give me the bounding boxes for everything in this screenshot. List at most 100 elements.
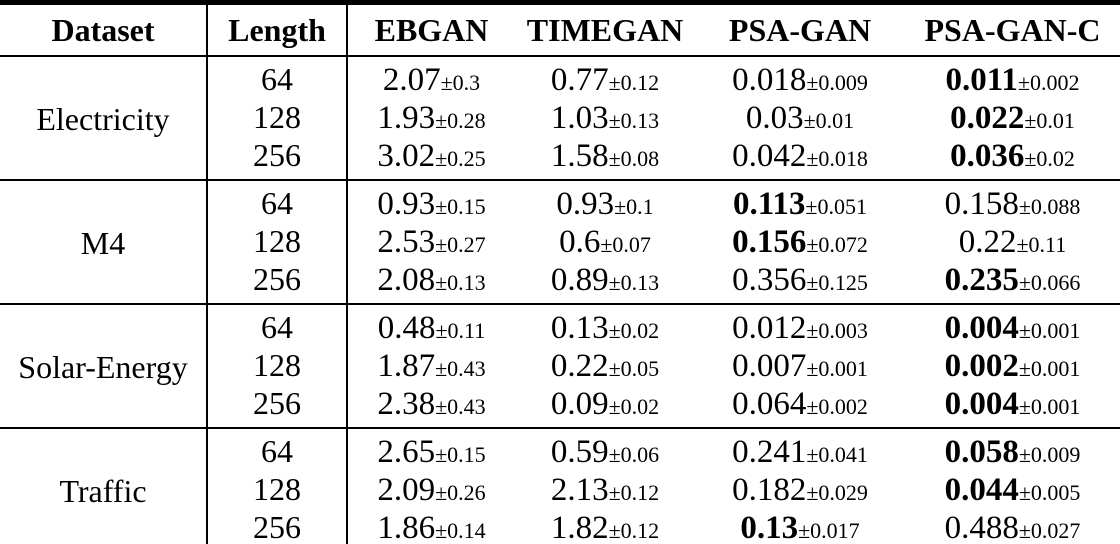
ebgan-cell: 2.53±0.27	[347, 223, 515, 261]
length-cell: 64	[207, 56, 348, 99]
table-row: 128 1.87±0.43 0.22±0.05 0.007±0.001 0.00…	[0, 347, 1120, 385]
metric-std: ±0.072	[806, 231, 868, 257]
metric-value: 0.007	[732, 347, 807, 384]
length-cell: 256	[207, 385, 348, 428]
metric-std: ±0.041	[806, 441, 868, 467]
psa-gan-c-cell: 0.036±0.02	[905, 137, 1120, 180]
timegan-cell: 1.82±0.12	[515, 509, 695, 544]
col-header-timegan: TIMEGAN	[526, 11, 684, 48]
metric-value: 0.13	[550, 309, 609, 346]
length-cell: 256	[207, 261, 348, 304]
metric-std: ±0.002	[1017, 69, 1080, 95]
dataset-group-traffic: Traffic 64 2.65±0.15 0.59±0.06 0.241±0.0…	[0, 428, 1120, 544]
metric-value: 0.93	[556, 185, 615, 222]
metric-value: 0.6	[559, 223, 601, 260]
metric-std: ±0.25	[435, 145, 486, 171]
table-row: 128 2.53±0.27 0.6±0.07 0.156±0.072 0.22±…	[0, 223, 1120, 261]
psa-gan-c-cell: 0.011±0.002	[905, 56, 1120, 99]
metric-value: 1.86	[377, 509, 436, 544]
metric-value: 1.82	[550, 509, 609, 544]
table-row: 128 1.93±0.28 1.03±0.13 0.03±0.01 0.022±…	[0, 99, 1120, 137]
table-header: Dataset Length EBGAN TIMEGAN PSA-GAN PSA…	[0, 2, 1120, 56]
ebgan-cell: 2.65±0.15	[347, 428, 515, 471]
table-row: 256 1.86±0.14 1.82±0.12 0.13±0.017 0.488…	[0, 509, 1120, 544]
metric-value: 3.02	[377, 137, 436, 174]
length-cell: 128	[207, 223, 348, 261]
metric-value-best: 0.011	[945, 61, 1018, 98]
length-cell: 256	[207, 137, 348, 180]
table-row: 256 2.08±0.13 0.89±0.13 0.356±0.125 0.23…	[0, 261, 1120, 304]
metric-std: ±0.43	[435, 355, 486, 381]
ebgan-cell: 0.48±0.11	[347, 304, 515, 347]
col-header-psa-gan: PSA-GAN	[728, 11, 872, 48]
psa-gan-cell: 0.156±0.072	[695, 223, 905, 261]
metric-value: 0.064	[732, 385, 807, 422]
metric-std: ±0.43	[435, 393, 486, 419]
metric-value: 0.77	[550, 61, 609, 98]
psa-gan-cell: 0.018±0.009	[695, 56, 905, 99]
metric-std: ±0.029	[806, 479, 868, 505]
metric-value-best: 0.004	[944, 385, 1019, 422]
psa-gan-cell: 0.007±0.001	[695, 347, 905, 385]
ebgan-cell: 2.07±0.3	[347, 56, 515, 99]
table-row: 128 2.09±0.26 2.13±0.12 0.182±0.029 0.04…	[0, 471, 1120, 509]
dataset-label: Traffic	[0, 428, 208, 544]
length-cell: 128	[207, 471, 348, 509]
metric-std: ±0.26	[435, 479, 486, 505]
metric-std: ±0.017	[798, 517, 860, 543]
metric-value-best: 0.156	[732, 223, 807, 260]
metric-value: 0.018	[732, 61, 807, 98]
psa-gan-cell: 0.113±0.051	[695, 180, 905, 223]
psa-gan-c-cell: 0.002±0.001	[905, 347, 1120, 385]
metric-std: ±0.001	[806, 355, 868, 381]
dataset-group-m4: M4 64 0.93±0.15 0.93±0.1 0.113±0.051 0.1…	[0, 180, 1120, 304]
metric-value: 0.22	[958, 223, 1017, 260]
psa-gan-cell: 0.042±0.018	[695, 137, 905, 180]
metric-value: 0.012	[732, 309, 807, 346]
psa-gan-cell: 0.241±0.041	[695, 428, 905, 471]
metric-std: ±0.1	[614, 193, 654, 219]
metric-std: ±0.001	[1018, 393, 1081, 419]
metric-value-best: 0.13	[740, 509, 799, 544]
length-cell: 64	[207, 304, 348, 347]
ebgan-cell: 2.09±0.26	[347, 471, 515, 509]
metric-std: ±0.15	[435, 193, 486, 219]
psa-gan-c-cell: 0.058±0.009	[905, 428, 1120, 471]
metric-value: 0.182	[732, 471, 807, 508]
length-cell: 64	[207, 180, 348, 223]
metric-value: 0.488	[944, 509, 1019, 544]
psa-gan-c-cell: 0.044±0.005	[905, 471, 1120, 509]
ebgan-cell: 2.38±0.43	[347, 385, 515, 428]
metric-std: ±0.3	[440, 69, 481, 95]
psa-gan-cell: 0.03±0.01	[695, 99, 905, 137]
metric-std: ±0.125	[806, 269, 868, 295]
metric-std: ±0.11	[1016, 231, 1067, 257]
metric-std: ±0.01	[803, 107, 855, 133]
metric-std: ±0.08	[608, 145, 660, 171]
ebgan-cell: 1.86±0.14	[347, 509, 515, 544]
metric-std: ±0.28	[435, 107, 486, 133]
dataset-label: M4	[0, 180, 208, 304]
psa-gan-c-cell: 0.004±0.001	[905, 304, 1120, 347]
metric-value: 2.13	[550, 471, 609, 508]
timegan-cell: 2.13±0.12	[515, 471, 695, 509]
metric-value: 0.59	[550, 433, 609, 470]
length-cell: 128	[207, 347, 348, 385]
metric-value-best: 0.113	[732, 185, 806, 222]
timegan-cell: 0.89±0.13	[515, 261, 695, 304]
metric-value-best: 0.002	[944, 347, 1019, 384]
metric-std: ±0.027	[1018, 517, 1081, 543]
metric-std: ±0.13	[608, 269, 660, 295]
metric-value: 2.07	[382, 61, 441, 98]
metric-std: ±0.13	[435, 269, 486, 295]
metric-std: ±0.001	[1018, 355, 1081, 381]
timegan-cell: 1.58±0.08	[515, 137, 695, 180]
metric-value: 0.89	[550, 261, 609, 298]
table-row: M4 64 0.93±0.15 0.93±0.1 0.113±0.051 0.1…	[0, 180, 1120, 304]
metric-value: 0.48	[377, 309, 436, 346]
metric-std: ±0.002	[806, 393, 868, 419]
timegan-cell: 0.77±0.12	[515, 56, 695, 99]
metric-value-best: 0.235	[944, 261, 1019, 298]
metric-std: ±0.051	[805, 193, 867, 219]
